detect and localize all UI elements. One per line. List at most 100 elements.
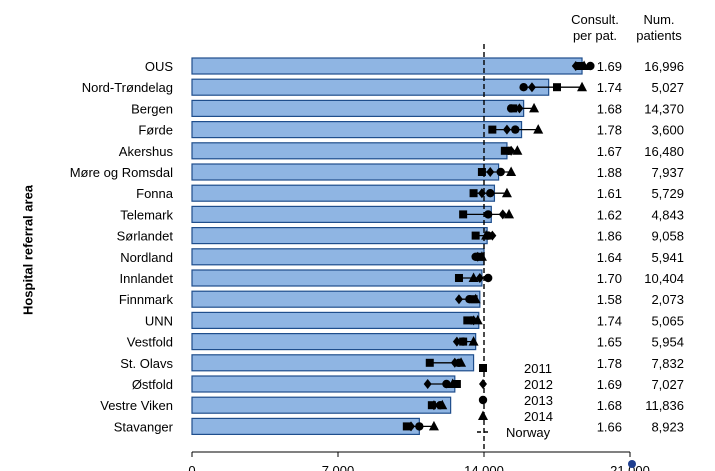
legend-label: 2012 [524,377,553,392]
patients-header-line2: patients [636,28,682,43]
consult-value: 1.78 [597,123,622,138]
diamond-marker [454,294,463,305]
consult-value: 1.88 [597,165,622,180]
triangle-marker [468,272,479,282]
circle-marker [586,61,595,71]
square-marker [553,83,561,92]
diamond-marker [452,336,461,347]
bar [191,354,475,372]
category-label: Innlandet [120,271,174,286]
patients-value: 8,923 [651,419,684,434]
patients-value: 11,836 [645,398,684,413]
legend-triangle-marker [478,410,488,420]
bar [191,99,525,118]
bar [191,396,452,414]
legend-label: 2011 [524,361,552,376]
circle-marker [519,83,528,92]
bar [191,78,550,96]
square-marker [402,422,411,431]
triangle-marker [470,293,481,304]
diamond-marker [407,421,415,432]
triangle-marker [428,420,439,431]
legend-label: 2013 [524,393,553,408]
legend-label: Norway [506,425,551,440]
bar [191,205,492,223]
diamond-marker [498,209,507,220]
consult-value: 1.86 [597,229,622,244]
circle-marker [465,295,474,304]
bar [191,417,420,435]
legend-square-marker [479,364,487,372]
patients-value: 5,027 [651,80,684,95]
consult-header-line1: Consult. [571,12,619,27]
bar [191,269,483,287]
bar [191,290,481,308]
circle-marker [467,316,476,325]
patients-header: Num. patients [624,12,694,44]
category-label: Sørlandet [117,229,174,244]
square-marker [575,62,584,70]
patients-value: 2,073 [651,292,684,307]
bar [191,163,500,181]
consult-header-line2: per pat. [572,28,618,43]
triangle-marker [504,208,515,219]
bar [191,333,477,351]
patients-value: 5,065 [651,313,684,328]
category-label: UNN [145,313,173,328]
diamond-marker [475,273,484,283]
patients-value: 5,941 [651,250,684,265]
circle-marker [483,273,493,283]
triangle-marker [577,81,588,92]
circle-marker [415,422,424,431]
diamond-marker [527,82,536,93]
category-label: Bergen [131,101,173,116]
bar [191,57,583,75]
consult-value: 1.67 [597,144,622,159]
consult-value: 1.70 [597,271,622,286]
circle-marker [486,189,495,198]
bar [191,375,456,393]
x-tick-label: 14 000 [464,463,504,471]
triangle-marker [456,357,467,367]
consult-value: 1.62 [597,207,622,222]
consult-value: 1.74 [597,80,622,95]
patients-value: 14,370 [644,101,684,116]
diamond-marker [502,124,511,135]
category-label: Fonna [136,186,174,201]
triangle-marker [472,314,483,325]
diamond-marker [486,167,495,177]
consult-value: 1.66 [597,419,622,434]
patients-value: 5,729 [651,186,684,201]
bar [191,248,485,266]
bar [191,227,488,245]
square-marker [488,125,497,134]
triangle-marker [579,60,590,70]
category-label: OUS [145,59,174,74]
legend-circle-marker [478,395,488,405]
circle-marker [496,167,505,177]
consult-value: 1.61 [597,186,622,201]
triangle-marker [468,336,479,346]
category-label: St. Olavs [120,356,173,371]
category-label: Møre og Romsdal [70,165,173,180]
x-tick-label: 7 000 [322,463,355,471]
category-label: Vestre Viken [100,398,173,413]
x-tick-label: 0 [188,463,195,471]
square-marker [471,231,480,240]
patients-header-line1: Num. [643,12,675,27]
circle-marker [471,252,480,261]
consult-value: 1.69 [597,59,622,74]
triangle-marker [506,166,517,176]
diamond-marker [515,103,524,114]
category-label: Førde [138,123,173,138]
patients-value: 7,027 [651,377,684,392]
category-label: Vestfold [127,335,173,350]
consult-value: 1.65 [597,335,622,350]
diamond-marker [429,400,438,411]
patients-value: 10,404 [644,271,684,286]
circle-marker [442,379,451,389]
consult-value: 1.78 [597,356,622,371]
consult-value: 1.74 [597,313,622,328]
category-label: Østfold [132,377,173,392]
patients-value: 5,954 [651,335,684,350]
